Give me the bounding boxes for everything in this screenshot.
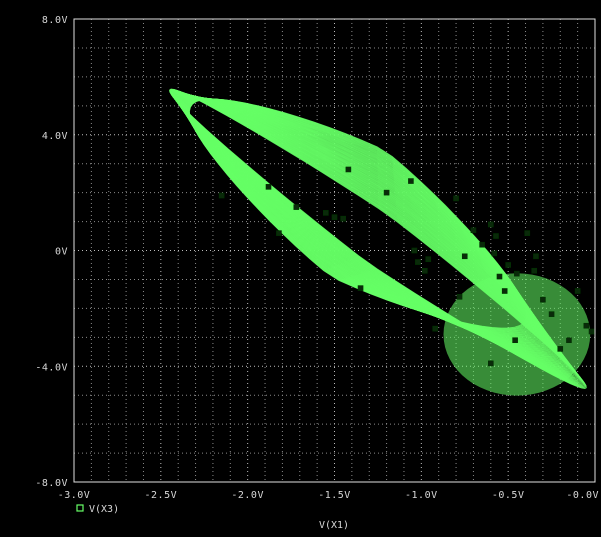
series-point [383,189,390,196]
series-point [453,195,459,202]
legend-marker-square [76,504,84,512]
series-point [340,215,346,222]
y-tick-label: 0V [55,247,68,258]
series-point [512,337,518,344]
x-tick-label: -1.5V [318,490,351,501]
series-point [357,285,364,291]
x-tick-label: -1.0V [405,490,438,501]
y-tick-label: -8.0V [35,478,68,489]
series-point [524,230,531,236]
series-markers [218,166,595,367]
series-point [574,288,581,294]
y-tick-labels: 8.0V 4.0V 0V -4.0V -8.0V [35,15,68,489]
series-point [331,214,338,221]
series-point [505,262,511,268]
y-tick-label: 8.0V [42,15,68,26]
series-point [548,311,555,317]
series-point [415,259,421,265]
series-point [583,322,590,329]
x-tick-label: -2.5V [145,490,178,501]
series-point [422,267,428,274]
series-point [514,270,520,277]
x-tick-label: -0.5V [492,490,525,501]
series-point [493,233,499,239]
series-point [479,241,485,248]
series-point [487,360,494,367]
series-point [456,293,463,300]
x-tick-labels: -3.0V -2.5V -2.0V -1.5V -1.0V -0.5V -0.0V [58,490,599,501]
series-point [533,253,539,260]
series-point [218,192,225,199]
attractor-trace [169,88,591,396]
x-tick-label: -3.0V [58,490,91,501]
series-point [461,253,468,260]
series-point [432,325,439,332]
series-point [487,221,494,228]
x-tick-label: -2.0V [231,490,264,501]
series-point [540,296,546,303]
series-point [557,346,564,352]
legend-label: V(X3) [89,504,119,515]
series-point [566,337,572,344]
series-point [470,227,477,234]
series-point [425,256,432,262]
y-tick-label: -4.0V [35,362,68,373]
series-point [501,288,508,294]
plot-area-border [73,18,596,483]
x-axis-label: V(X1) [319,520,349,531]
series-point [496,273,503,280]
series-point [411,247,418,254]
series-point [265,184,272,190]
series-point [491,250,498,257]
series-point [323,210,329,216]
legend: V(X3) [76,504,119,515]
series-point [588,328,595,335]
series-point [345,166,352,173]
x-tick-label: -0.0V [566,490,599,501]
attractor-lobe [443,273,591,396]
series-point [531,267,538,274]
series-point [408,178,414,184]
series-point [293,204,300,210]
series-point [276,230,282,236]
y-tick-label: 4.0V [42,131,68,142]
